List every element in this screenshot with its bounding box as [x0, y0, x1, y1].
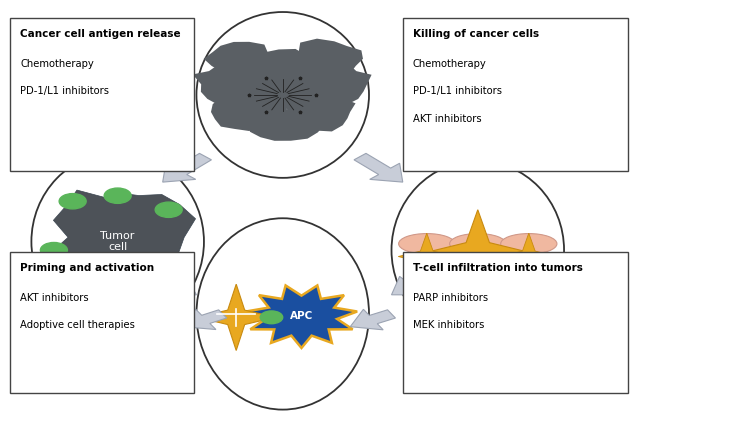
Text: AKT inhibitors: AKT inhibitors: [413, 114, 481, 124]
Text: MEK inhibitors: MEK inhibitors: [413, 320, 484, 330]
Polygon shape: [296, 91, 355, 131]
Text: APC: APC: [290, 311, 313, 321]
FancyBboxPatch shape: [403, 252, 628, 392]
Text: AKT inhibitors: AKT inhibitors: [20, 293, 89, 303]
FancyArrow shape: [183, 309, 227, 330]
Text: Priming and activation: Priming and activation: [20, 263, 154, 273]
Text: Cancer cell antigen release: Cancer cell antigen release: [20, 29, 181, 39]
Circle shape: [104, 188, 131, 203]
Polygon shape: [307, 62, 371, 105]
Text: Adoptive cell therapies: Adoptive cell therapies: [20, 320, 135, 330]
Text: Tumor
cell: Tumor cell: [100, 231, 135, 253]
Polygon shape: [248, 109, 324, 141]
Text: Chemotherapy: Chemotherapy: [413, 59, 486, 69]
Text: PD-1/L1 inhibitors: PD-1/L1 inhibitors: [20, 86, 109, 96]
Ellipse shape: [450, 234, 506, 254]
FancyArrow shape: [163, 153, 212, 182]
Text: PD-1/L1 inhibitors: PD-1/L1 inhibitors: [413, 86, 501, 96]
Polygon shape: [427, 210, 529, 295]
Polygon shape: [228, 77, 293, 119]
FancyArrow shape: [350, 309, 395, 330]
Circle shape: [261, 311, 282, 324]
Ellipse shape: [392, 161, 564, 339]
Polygon shape: [193, 64, 264, 105]
Text: T-cell infiltration into tumors: T-cell infiltration into tumors: [413, 263, 582, 273]
Ellipse shape: [398, 234, 455, 254]
Ellipse shape: [197, 218, 369, 410]
Ellipse shape: [197, 12, 369, 178]
FancyBboxPatch shape: [11, 18, 194, 172]
FancyBboxPatch shape: [403, 18, 628, 172]
Polygon shape: [204, 42, 276, 77]
Ellipse shape: [32, 152, 204, 331]
Circle shape: [89, 276, 116, 292]
Polygon shape: [240, 49, 328, 95]
Polygon shape: [211, 96, 278, 131]
FancyArrow shape: [354, 153, 403, 182]
Circle shape: [155, 202, 182, 217]
Polygon shape: [245, 285, 357, 348]
Text: PARP inhibitors: PARP inhibitors: [413, 293, 488, 303]
Polygon shape: [266, 72, 345, 119]
Circle shape: [41, 243, 68, 258]
Text: Killing of cancer cells: Killing of cancer cells: [413, 29, 538, 39]
Polygon shape: [500, 233, 557, 280]
FancyBboxPatch shape: [11, 252, 194, 392]
Polygon shape: [398, 233, 456, 280]
Polygon shape: [47, 190, 196, 282]
Polygon shape: [294, 39, 363, 76]
FancyArrow shape: [147, 274, 197, 296]
FancyArrow shape: [392, 272, 440, 295]
Circle shape: [145, 272, 172, 288]
Circle shape: [59, 193, 86, 209]
Ellipse shape: [501, 234, 557, 254]
Polygon shape: [197, 284, 275, 351]
Text: Chemotherapy: Chemotherapy: [20, 59, 94, 69]
